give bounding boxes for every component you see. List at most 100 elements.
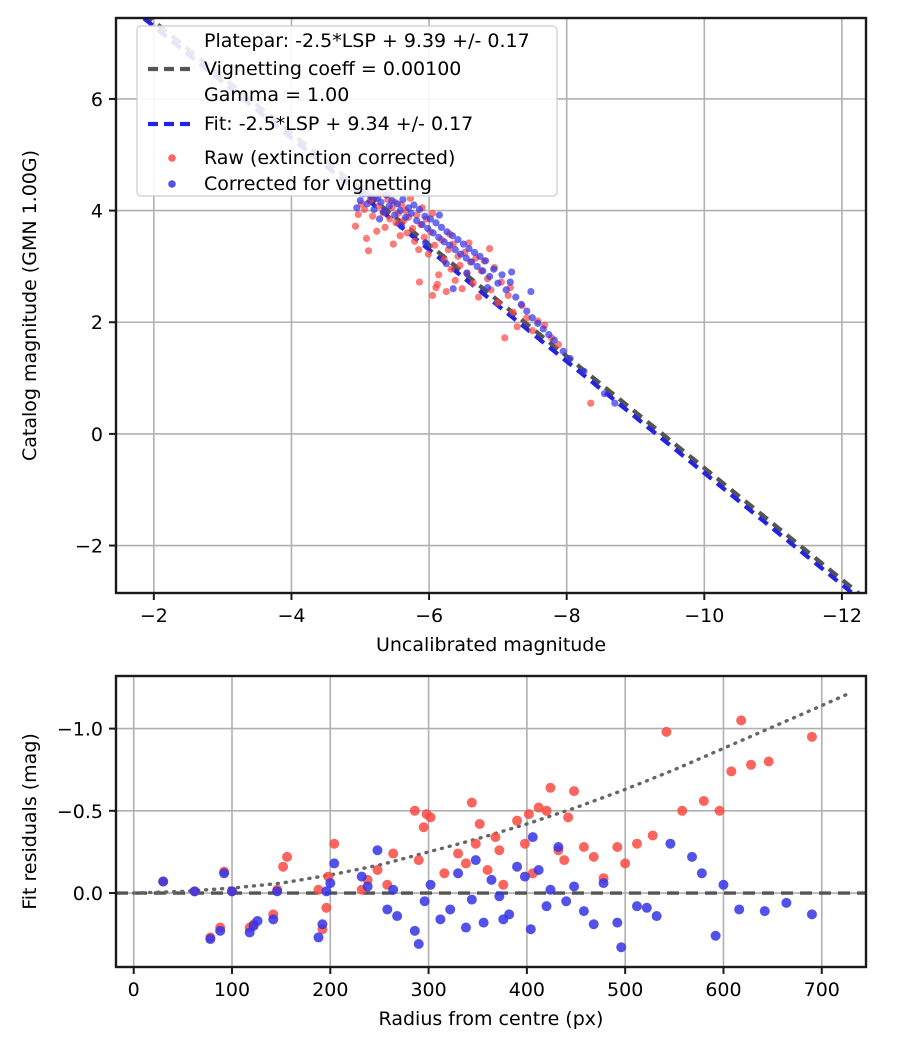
data-point	[317, 919, 328, 930]
data-point	[356, 196, 364, 205]
x-tick-label: 300	[410, 979, 446, 1001]
x-tick-label: −4	[277, 605, 305, 627]
data-point	[205, 934, 216, 945]
data-point	[313, 932, 324, 943]
data-point	[523, 307, 531, 315]
data-point	[432, 284, 440, 292]
x-tick-label: −8	[553, 605, 581, 627]
y-tick-label: 2	[91, 312, 103, 334]
data-point	[425, 812, 436, 823]
data-point	[372, 865, 383, 875]
data-point	[478, 917, 489, 928]
data-point	[424, 250, 432, 258]
fit-residuals-axes: 0 100 200 300 400 500 600 700 0.0 −0.5 −1.0 Radius …	[19, 674, 868, 1030]
data-point	[598, 878, 609, 889]
legend-item: Vignetting coeff = 0.00100	[148, 58, 461, 80]
data-point	[550, 336, 558, 344]
data-point	[439, 868, 450, 879]
data-point	[498, 271, 506, 279]
data-point	[415, 246, 423, 254]
data-point	[418, 822, 429, 833]
data-point	[252, 915, 263, 926]
data-point	[385, 202, 393, 210]
data-point	[687, 851, 698, 862]
data-point	[428, 291, 437, 300]
data-point	[392, 911, 403, 922]
data-point	[219, 868, 230, 879]
x-tick-label: −2	[140, 605, 168, 627]
data-point	[545, 782, 556, 793]
data-point	[578, 906, 589, 917]
data-point	[559, 347, 567, 355]
legend: Platepar: -2.5*LSP + 9.39 +/- 0.17 Vignet…	[136, 25, 558, 197]
data-point	[527, 287, 535, 296]
data-point	[409, 925, 420, 936]
data-point	[553, 841, 564, 852]
data-point	[470, 855, 481, 866]
data-point	[545, 884, 556, 895]
data-point	[466, 797, 477, 808]
data-point	[432, 219, 440, 227]
data-point	[422, 239, 430, 247]
data-point	[490, 265, 498, 273]
data-point	[362, 234, 371, 243]
fit-residuals-plot-frame	[114, 674, 868, 969]
data-point	[393, 200, 402, 208]
fit-residuals-xaxis-label: Radius from centre (px)	[379, 1008, 604, 1030]
data-point	[313, 884, 324, 895]
data-point	[620, 858, 631, 869]
legend-item: Corrected for vignetting	[168, 173, 432, 195]
data-point	[244, 927, 255, 938]
data-point	[282, 851, 293, 862]
data-point	[539, 325, 547, 333]
magnitude-calibration-yaxis-label: Catalog magnitude (GMN 1.00G)	[19, 150, 41, 461]
legend-label: Raw (extinction corrected)	[204, 147, 455, 169]
data-point	[435, 271, 443, 279]
series-corrected	[158, 832, 817, 953]
data-point	[490, 832, 501, 843]
data-point	[375, 215, 384, 223]
data-point	[587, 399, 595, 407]
data-point	[424, 224, 432, 233]
data-point	[651, 911, 662, 922]
data-point	[631, 901, 642, 912]
data-point	[498, 914, 509, 925]
data-point	[397, 222, 406, 230]
data-point	[523, 314, 531, 322]
data-point	[677, 805, 688, 816]
data-point	[321, 886, 332, 897]
data-point	[325, 878, 336, 889]
data-point	[435, 914, 446, 925]
vignetting-model-curve	[131, 690, 853, 895]
data-point	[435, 211, 443, 219]
data-point	[513, 323, 521, 331]
data-point	[421, 212, 429, 220]
data-point	[482, 865, 493, 875]
data-point	[399, 195, 407, 204]
data-point	[806, 909, 817, 920]
data-point	[631, 838, 642, 849]
data-point	[456, 261, 464, 269]
data-point	[486, 244, 494, 253]
data-point	[437, 223, 446, 231]
data-point	[494, 891, 505, 902]
y-tick-label: 6	[91, 89, 103, 111]
fit-residuals-yaxis-label: Fit residuals (mag)	[19, 733, 41, 910]
data-point	[426, 215, 435, 223]
data-point	[189, 886, 200, 897]
data-point	[474, 818, 485, 829]
data-point	[661, 726, 672, 737]
x-tick-label: −10	[684, 605, 724, 627]
legend-label: Vignetting coeff = 0.00100	[204, 58, 461, 80]
data-point	[528, 327, 536, 335]
data-point	[734, 904, 745, 915]
data-point	[600, 390, 609, 398]
data-point	[475, 293, 483, 301]
data-point	[425, 879, 436, 890]
data-point	[413, 855, 424, 866]
data-point	[226, 886, 237, 897]
data-point	[386, 215, 394, 223]
data-point	[278, 861, 289, 872]
data-point	[469, 279, 477, 287]
